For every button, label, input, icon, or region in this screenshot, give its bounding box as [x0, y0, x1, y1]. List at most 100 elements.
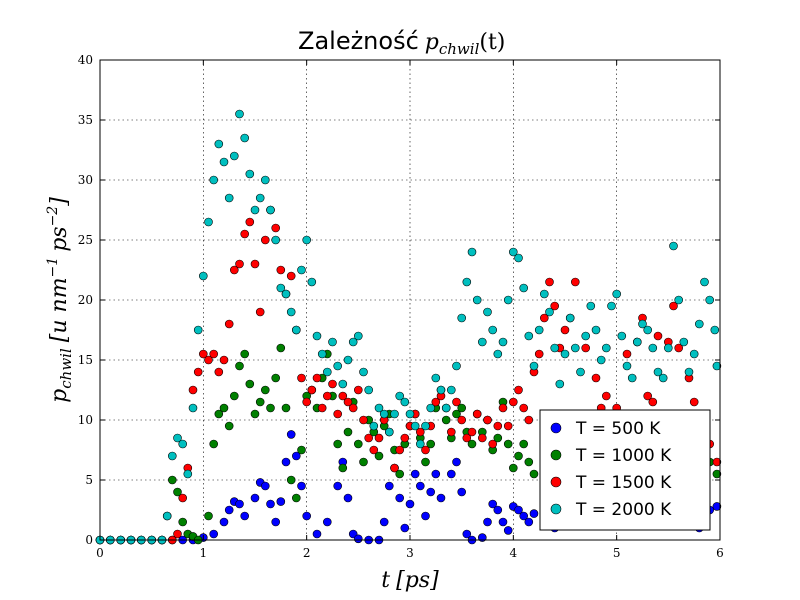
- data-point: [240, 133, 249, 143]
- data-point: [219, 403, 229, 413]
- data-point: [322, 391, 332, 401]
- data-point: [524, 415, 534, 425]
- data-point: [353, 385, 363, 395]
- data-point: [622, 349, 632, 359]
- data-point: [260, 235, 270, 245]
- data-point: [364, 385, 374, 395]
- data-point: [514, 451, 523, 461]
- data-point: [276, 283, 286, 293]
- data-point: [498, 517, 508, 527]
- data-point: [276, 265, 286, 275]
- data-point: [405, 499, 415, 509]
- data-point: [529, 509, 539, 518]
- data-point: [467, 427, 477, 437]
- legend-marker: [550, 476, 562, 488]
- data-point: [493, 433, 503, 443]
- data-point: [694, 319, 704, 329]
- data-point: [379, 517, 389, 527]
- data-point: [508, 397, 518, 407]
- data-point: [209, 439, 218, 449]
- data-point: [679, 337, 689, 347]
- data-point: [410, 469, 420, 479]
- data-point: [219, 355, 229, 365]
- data-point: [271, 223, 281, 233]
- data-point: [483, 307, 492, 317]
- data-point: [230, 265, 239, 275]
- data-point: [271, 373, 281, 383]
- data-point: [359, 415, 368, 425]
- data-point: [710, 325, 720, 335]
- legend-label: T = 2000 K: [575, 500, 672, 520]
- data-point: [508, 247, 518, 257]
- data-point: [348, 337, 358, 347]
- data-point: [188, 403, 198, 413]
- data-point: [338, 391, 348, 401]
- data-point: [250, 409, 260, 419]
- data-point: [281, 289, 291, 299]
- data-point: [173, 433, 182, 443]
- data-point: [230, 391, 239, 401]
- data-point: [421, 421, 430, 431]
- data-point: [348, 403, 358, 413]
- data-point: [570, 343, 580, 353]
- data-point: [689, 349, 699, 359]
- data-point: [302, 511, 312, 521]
- data-point: [653, 367, 663, 377]
- data-point: [483, 415, 492, 425]
- data-point: [214, 367, 224, 377]
- data-point: [317, 349, 327, 359]
- data-point: [343, 355, 353, 365]
- data-point: [503, 295, 513, 305]
- y-tick-label: 25: [78, 233, 93, 247]
- legend-marker: [550, 503, 562, 515]
- series-4: [95, 109, 722, 545]
- x-tick-label: 6: [716, 546, 724, 560]
- data-point: [519, 403, 529, 413]
- data-point: [446, 385, 456, 395]
- data-point: [622, 361, 632, 371]
- data-point: [669, 241, 678, 251]
- data-point: [302, 235, 312, 245]
- x-tick-label: 5: [613, 546, 621, 560]
- y-tick-label: 20: [78, 293, 93, 307]
- data-point: [560, 349, 570, 359]
- data-point: [286, 430, 296, 439]
- data-point: [431, 397, 441, 407]
- data-point: [209, 349, 218, 359]
- y-tick-label: 35: [78, 113, 93, 127]
- data-point: [312, 331, 322, 341]
- data-point: [395, 391, 405, 401]
- data-point: [312, 373, 322, 383]
- legend: T = 500 K T = 1000 K T = 1500 K T = 2000 K: [539, 409, 711, 531]
- data-point: [570, 277, 580, 287]
- data-point: [333, 361, 343, 371]
- x-tick-label: 2: [303, 546, 311, 560]
- data-point: [374, 403, 384, 413]
- data-point: [648, 397, 658, 407]
- data-point: [178, 517, 187, 527]
- data-point: [343, 427, 353, 437]
- data-point: [260, 481, 270, 491]
- data-point: [648, 343, 658, 353]
- data-point: [488, 325, 498, 335]
- data-point: [199, 349, 208, 359]
- data-point: [705, 295, 715, 305]
- data-point: [188, 385, 198, 395]
- data-point: [638, 319, 647, 329]
- data-point: [307, 277, 317, 287]
- y-tick-label: 15: [78, 353, 93, 367]
- data-point: [173, 487, 182, 497]
- data-point: [328, 337, 337, 347]
- data-point: [591, 325, 601, 335]
- data-point: [452, 361, 461, 371]
- data-point: [364, 433, 374, 443]
- data-point: [534, 349, 544, 359]
- data-point: [322, 517, 332, 527]
- data-point: [524, 517, 534, 527]
- data-point: [462, 277, 472, 287]
- data-point: [534, 325, 544, 335]
- data-point: [612, 289, 622, 299]
- data-point: [405, 409, 415, 419]
- y-tick-label: 30: [78, 173, 93, 187]
- legend-marker: [550, 449, 562, 461]
